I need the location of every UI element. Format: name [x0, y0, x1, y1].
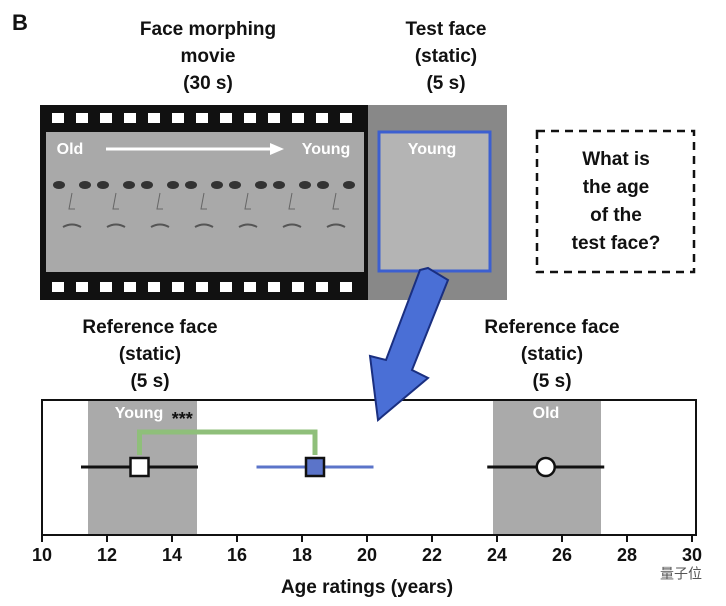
film-hole [196, 282, 208, 292]
eye [167, 181, 179, 189]
title-line: (5 s) [532, 371, 571, 392]
film-hole [268, 113, 280, 123]
film-hole [148, 282, 160, 292]
x-tick-label: 14 [162, 545, 182, 565]
x-tick-label: 26 [552, 545, 572, 565]
film-hole [292, 113, 304, 123]
title-line: movie [181, 46, 236, 67]
x-tick-label: 16 [227, 545, 247, 565]
question-box [535, 129, 696, 274]
film-hole [124, 282, 136, 292]
film-hole [316, 282, 328, 292]
title-line: (static) [119, 344, 181, 365]
film-hole [124, 113, 136, 123]
nose [200, 192, 207, 210]
eye [79, 181, 91, 189]
title-line: What is [582, 149, 650, 170]
film-hole [292, 282, 304, 292]
morph-arrowhead [270, 143, 284, 155]
title-line: Reference face [484, 317, 619, 338]
film-hole [52, 113, 64, 123]
point [129, 456, 150, 478]
film-hole [100, 282, 112, 292]
eye [185, 181, 197, 189]
x-tick-label: 12 [97, 545, 117, 565]
nose [68, 192, 75, 210]
film-hole [268, 282, 280, 292]
mouth [326, 223, 346, 228]
title-line: Test face [406, 19, 487, 40]
mouth [282, 223, 302, 228]
film-hole [340, 282, 352, 292]
film-hole [76, 282, 88, 292]
frame-label: Young [302, 141, 351, 158]
film-hole [196, 113, 208, 123]
mouth [238, 223, 258, 228]
eye [229, 181, 241, 189]
watermark: 量子位 [660, 566, 702, 582]
nose [156, 192, 163, 210]
eye [273, 181, 285, 189]
eye [343, 181, 355, 189]
x-tick-label: 24 [487, 545, 507, 565]
film-hole [220, 113, 232, 123]
nose [332, 192, 339, 210]
x-tick-label: 18 [292, 545, 312, 565]
title-line: of the [590, 205, 642, 226]
significance-label: *** [172, 409, 193, 429]
film-hole [220, 282, 232, 292]
face-label: Young [408, 141, 457, 158]
mouth [194, 223, 214, 228]
film-hole [172, 113, 184, 123]
film-hole [244, 282, 256, 292]
mouth [150, 223, 170, 228]
film-hole [172, 282, 184, 292]
nose [244, 192, 251, 210]
x-tick-label: 30 [682, 545, 702, 565]
eye [123, 181, 135, 189]
nose [112, 192, 119, 210]
eye [317, 181, 329, 189]
title-line: (static) [521, 344, 583, 365]
x-tick-label: 20 [357, 545, 377, 565]
eye [141, 181, 153, 189]
face-label: Young [115, 405, 164, 422]
title-line: (30 s) [183, 73, 233, 94]
mouth [62, 223, 82, 228]
frame-label: Old [57, 141, 84, 158]
film-hole [316, 113, 328, 123]
film-hole [76, 113, 88, 123]
film-hole [100, 113, 112, 123]
eye [211, 181, 223, 189]
x-tick-label: 22 [422, 545, 442, 565]
face-label: Old [533, 405, 560, 422]
title-line: Face morphing [140, 19, 276, 40]
point [304, 456, 326, 478]
eye [97, 181, 109, 189]
film-hole [340, 113, 352, 123]
eye [53, 181, 65, 189]
panel-label: B [12, 10, 28, 35]
mouth [106, 223, 126, 228]
title-line: (5 s) [130, 371, 169, 392]
significance-bracket [137, 429, 318, 455]
eye [255, 181, 267, 189]
test-to-plot-arrow [368, 266, 450, 422]
x-tick-label: 28 [617, 545, 637, 565]
film-hole [148, 113, 160, 123]
title-line: Reference face [82, 317, 217, 338]
title-line: test face? [572, 233, 661, 254]
film-hole [52, 282, 64, 292]
x-axis-label: Age ratings (years) [281, 577, 453, 598]
point [535, 456, 556, 478]
title-line: the age [583, 177, 650, 198]
film-hole [244, 113, 256, 123]
morph-frames [46, 132, 364, 272]
eye [299, 181, 311, 189]
nose [288, 192, 295, 210]
title-line: (static) [415, 46, 477, 67]
title-line: (5 s) [426, 73, 465, 94]
x-tick-label: 10 [32, 545, 52, 565]
